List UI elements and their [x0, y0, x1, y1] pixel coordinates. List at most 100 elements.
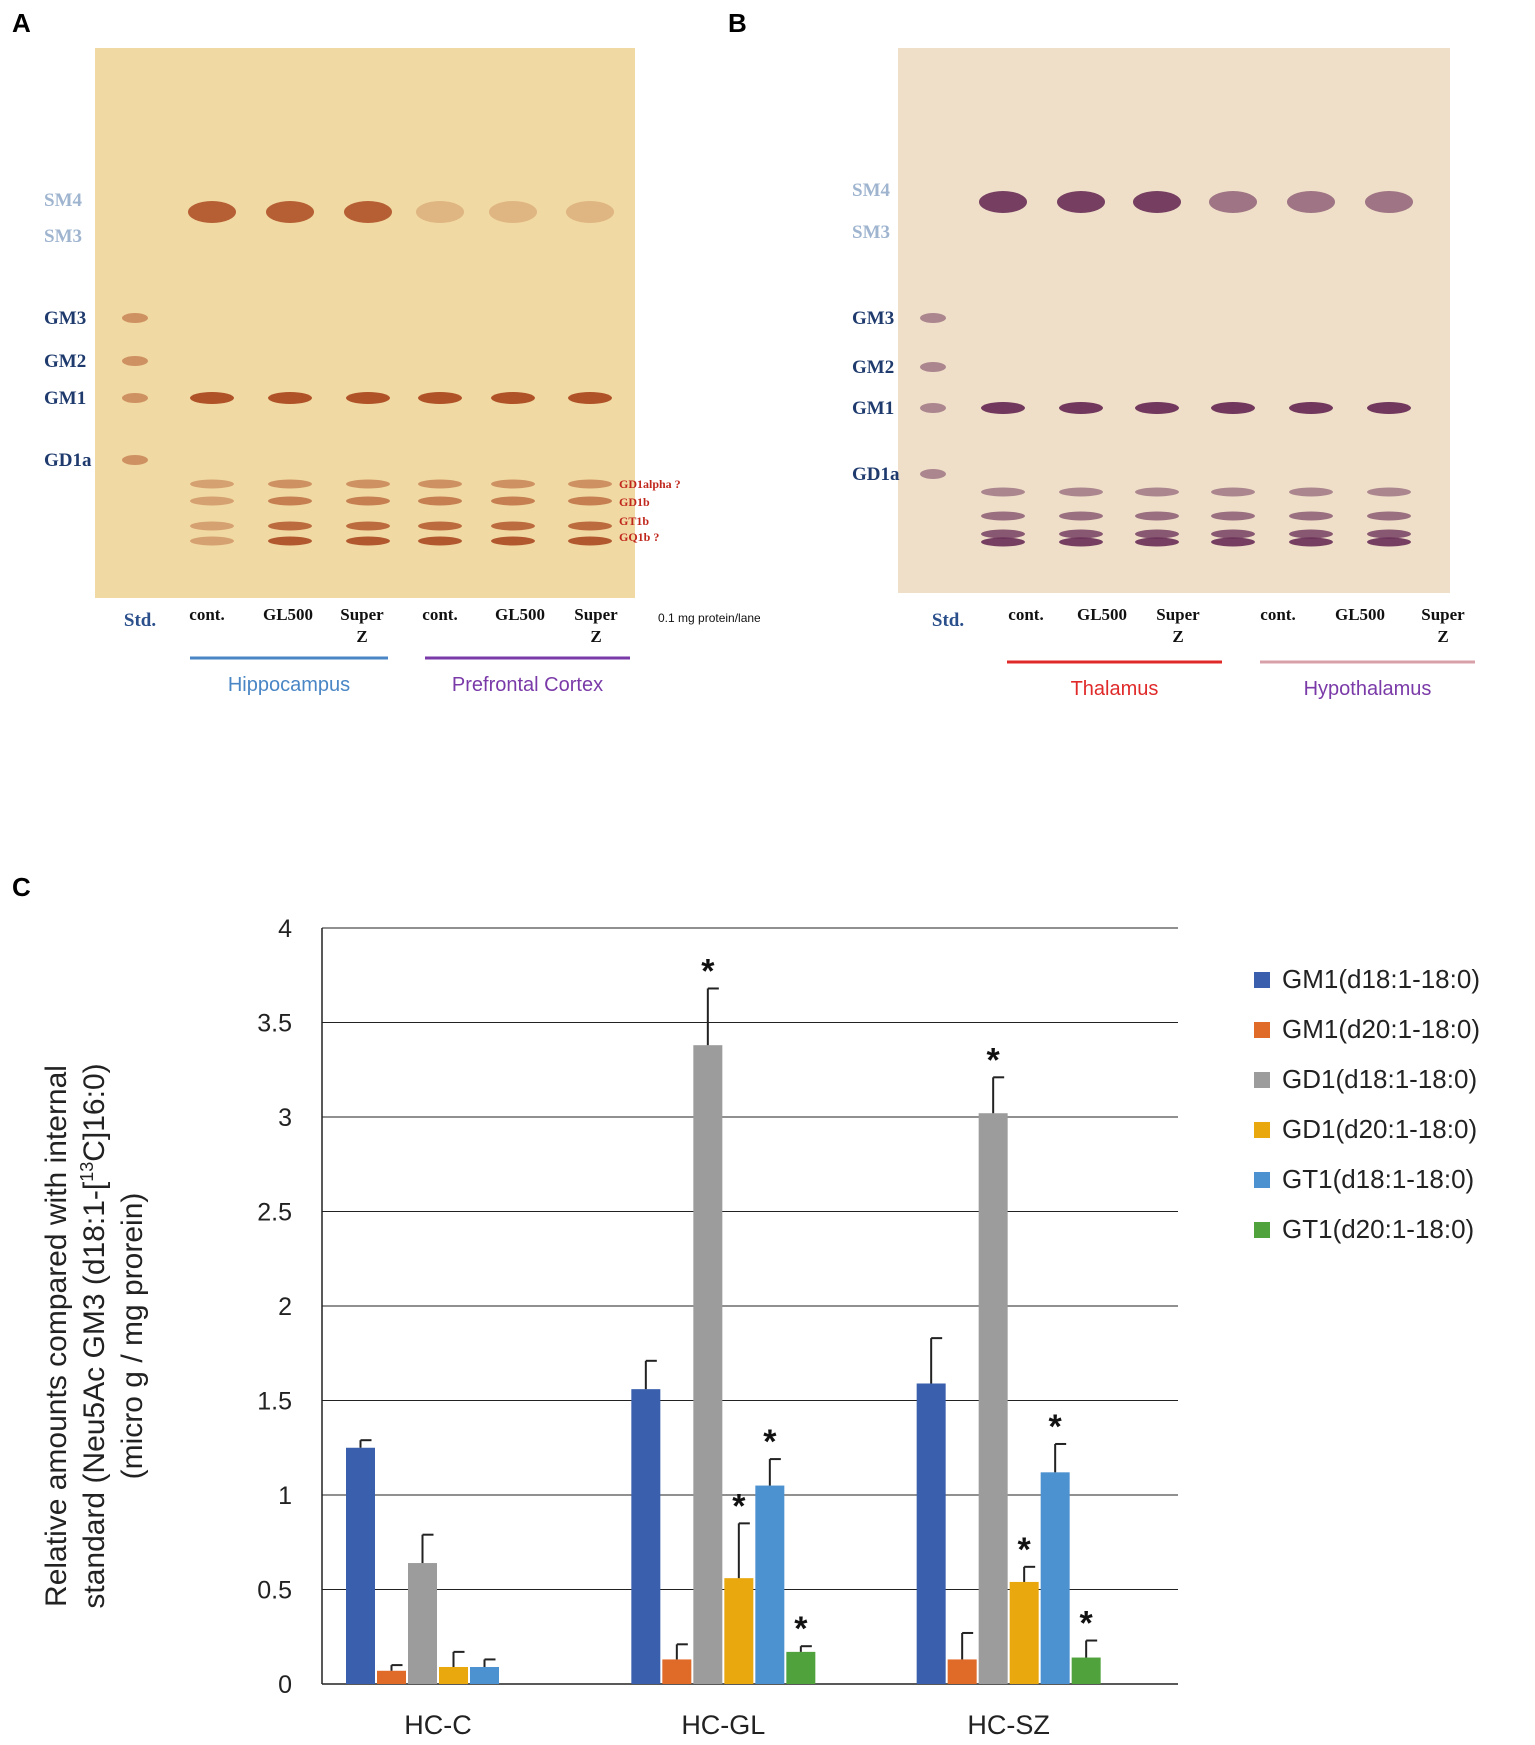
- tlc-plate-background: [95, 48, 635, 598]
- lane-label: cont.: [1260, 605, 1295, 624]
- marker-label: SM3: [44, 226, 82, 247]
- sm-band: [188, 201, 236, 223]
- ganglioside-band: [346, 496, 390, 506]
- ganglioside-band: [1367, 537, 1411, 547]
- marker-label: GM1: [852, 398, 894, 419]
- bar-GT1(d20:1-18:0)-HC-GL: [786, 1651, 816, 1684]
- sm-band: [1287, 191, 1335, 213]
- ganglioside-band: [190, 521, 234, 531]
- significance-marker: *: [1049, 1408, 1063, 1446]
- bar-chart-c: 0 0.5 1 1.5 2 2.5 3 3.5 4 Relative amounts compar…: [40, 915, 1480, 1740]
- legend-label: GD1(d18:1-18:0): [1282, 1064, 1477, 1094]
- ganglioside-band: [268, 479, 312, 489]
- ganglioside-band: [1135, 529, 1179, 539]
- lane-label-line: Super: [1156, 605, 1200, 624]
- sm-band: [1209, 191, 1257, 213]
- legend-label: GT1(d20:1-18:0): [1282, 1214, 1474, 1244]
- ganglioside-band: [491, 496, 535, 506]
- ganglioside-band: [268, 536, 312, 546]
- ganglioside-band: [190, 496, 234, 506]
- bar-GD1(d18:1-18:0)-HC-SZ: [978, 1113, 1008, 1684]
- bar-GT1(d18:1-18:0)-HC-C: [470, 1666, 499, 1684]
- ganglioside-band: [491, 479, 535, 489]
- marker-label: SM4: [44, 190, 83, 211]
- bar-GM1(d20:1-18:0)-HC-C: [377, 1670, 406, 1684]
- group-label: Hypothalamus: [1304, 678, 1432, 700]
- lane-label: cont.: [189, 605, 224, 624]
- y-tick-label: 3: [278, 1104, 292, 1132]
- std-lane-band: [122, 455, 148, 465]
- ganglioside-band: [1059, 487, 1103, 497]
- significance-marker: *: [1080, 1605, 1094, 1643]
- legend-label: GM1(d18:1-18:0): [1282, 964, 1480, 994]
- sm-band: [266, 201, 314, 223]
- group-label: Hippocampus: [228, 674, 350, 696]
- sm-band: [979, 191, 1027, 213]
- legend-label: GD1(d20:1-18:0): [1282, 1114, 1477, 1144]
- ganglioside-band: [981, 529, 1025, 539]
- lane-label-line: Z: [1437, 627, 1448, 646]
- ganglioside-band: [981, 537, 1025, 547]
- panel-label-b: B: [728, 8, 747, 38]
- y-axis-title-line-2: standard (Neu5Ac GM3 (d18:1-[13C]16:0): [77, 1063, 111, 1608]
- group-label: Prefrontal Cortex: [452, 674, 603, 696]
- ganglioside-band: [1367, 487, 1411, 497]
- y-tick-label: 1: [278, 1482, 292, 1510]
- lane-label: Super Z: [1421, 605, 1465, 646]
- gm1-band: [190, 392, 234, 404]
- gm1-band: [981, 402, 1025, 414]
- x-category-label: HC-C: [404, 1710, 472, 1740]
- ganglioside-band: [981, 511, 1025, 521]
- lane-label-line: Super: [1421, 605, 1465, 624]
- ganglioside-band: [1289, 487, 1333, 497]
- ganglioside-band: [1059, 537, 1103, 547]
- legend-swatch: [1254, 1122, 1270, 1138]
- ganglioside-band: [1135, 537, 1179, 547]
- significance-marker: *: [732, 1487, 746, 1525]
- gm1-band: [568, 392, 612, 404]
- x-category-label: HC-GL: [681, 1710, 765, 1740]
- y-tick-label: 2.5: [257, 1199, 292, 1227]
- right-marker-label: GD1alpha ?: [619, 477, 681, 491]
- lane-label-line: Z: [590, 627, 601, 646]
- lane-label: Super Z: [1156, 605, 1200, 646]
- right-marker-label: GT1b: [619, 514, 649, 528]
- ganglioside-band: [1289, 537, 1333, 547]
- y-title-part: standard (Neu5Ac GM3 (d18:1-[: [78, 1181, 111, 1609]
- marker-label: GM2: [852, 357, 894, 378]
- ganglioside-band: [346, 536, 390, 546]
- lane-label-line: Z: [356, 627, 367, 646]
- sm-band: [344, 201, 392, 223]
- right-marker-label: GD1b: [619, 495, 650, 509]
- ganglioside-band: [1135, 511, 1179, 521]
- ganglioside-band: [418, 521, 462, 531]
- ganglioside-band: [418, 496, 462, 506]
- right-marker-label: GQ1b ?: [619, 530, 659, 544]
- y-title-part: C]16:0): [78, 1063, 111, 1161]
- ganglioside-band: [268, 521, 312, 531]
- y-tick-label: 0.5: [257, 1577, 292, 1605]
- lane-label: Super Z: [340, 605, 384, 646]
- ganglioside-band: [1289, 511, 1333, 521]
- std-lane-band: [122, 313, 148, 323]
- ganglioside-band: [346, 521, 390, 531]
- y-tick-label: 4: [278, 915, 292, 943]
- tlc-plate-a: SM4 SM3 GM3 GM2 GM1 GD1a GD1alpha ? GD1b GT1b GQ1…: [44, 48, 760, 696]
- legend-label: GM1(d20:1-18:0): [1282, 1014, 1480, 1044]
- ganglioside-band: [568, 521, 612, 531]
- std-lane-band: [920, 403, 946, 413]
- significance-marker: *: [701, 952, 715, 990]
- sm-band: [489, 201, 537, 223]
- ganglioside-band: [491, 521, 535, 531]
- gm1-band: [346, 392, 390, 404]
- bar-GD1(d20:1-18:0)-HC-GL: [724, 1578, 754, 1684]
- legend-swatch: [1254, 1072, 1270, 1088]
- std-lane-band: [122, 393, 148, 403]
- std-lane-band: [920, 469, 946, 479]
- lane-label-line: Super: [574, 605, 618, 624]
- bar-GT1(d18:1-18:0)-HC-SZ: [1040, 1472, 1070, 1684]
- ganglioside-band: [1211, 487, 1255, 497]
- lane-label-std: Std.: [932, 610, 964, 631]
- lane-label: cont.: [422, 605, 457, 624]
- ganglioside-band: [1135, 487, 1179, 497]
